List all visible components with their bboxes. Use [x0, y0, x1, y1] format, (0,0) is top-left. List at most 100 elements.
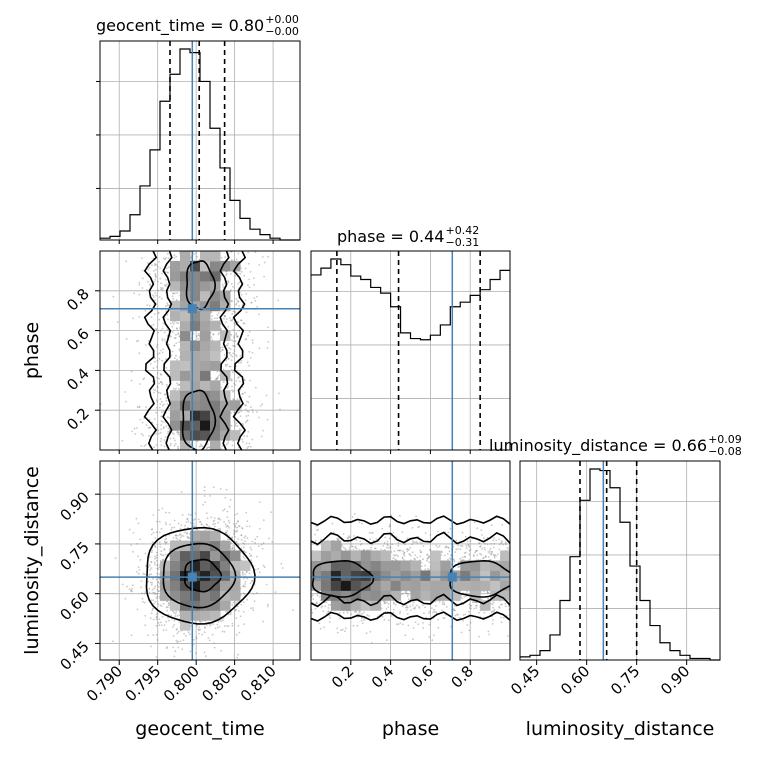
density-cell — [210, 301, 221, 311]
sample-point — [158, 261, 160, 263]
sample-point — [167, 416, 169, 418]
sample-point — [211, 339, 213, 341]
sample-point — [162, 289, 164, 291]
sample-point — [233, 335, 235, 337]
sample-point — [231, 313, 233, 315]
sample-point — [178, 535, 180, 537]
sample-point — [247, 401, 249, 403]
sample-point — [165, 512, 167, 514]
sample-point — [250, 357, 252, 359]
sample-point — [233, 523, 235, 525]
sample-point — [247, 252, 249, 254]
sample-point — [157, 426, 159, 428]
density-cell — [180, 321, 191, 331]
sample-point — [126, 586, 128, 588]
sample-point — [172, 298, 174, 300]
sample-point — [154, 389, 156, 391]
sample-point — [160, 381, 162, 383]
sample-point — [156, 555, 158, 557]
sample-point — [261, 544, 263, 546]
sample-point — [171, 527, 173, 529]
sample-point — [173, 624, 175, 626]
sample-point — [145, 444, 147, 446]
density-cell — [180, 331, 191, 341]
sample-point — [187, 527, 189, 529]
sample-point — [153, 296, 155, 298]
sample-point — [134, 428, 136, 430]
sample-point — [245, 409, 247, 411]
sample-point — [156, 407, 158, 409]
sample-point — [161, 338, 163, 340]
sample-point — [174, 440, 176, 442]
sample-point — [253, 277, 255, 279]
sample-point — [151, 562, 153, 564]
sample-point — [267, 604, 269, 606]
truth-marker — [188, 304, 197, 313]
sample-point — [149, 283, 151, 285]
sample-point — [236, 259, 238, 261]
sample-point — [231, 359, 233, 361]
sample-point — [247, 411, 249, 413]
sample-point — [162, 328, 164, 330]
sample-point — [158, 392, 160, 394]
sample-point — [190, 522, 192, 524]
sample-point — [255, 569, 257, 571]
sample-point — [176, 292, 178, 294]
sample-point — [214, 317, 216, 319]
sample-point — [162, 383, 164, 385]
sample-point — [157, 281, 159, 283]
sample-point — [233, 337, 235, 339]
sample-point — [159, 296, 161, 298]
sample-point — [241, 439, 243, 441]
sample-point — [156, 366, 158, 368]
sample-point — [230, 300, 232, 302]
sample-point — [206, 512, 208, 514]
sample-point — [165, 538, 167, 540]
sample-point — [278, 392, 280, 394]
sample-point — [242, 393, 244, 395]
density-cell — [170, 360, 181, 370]
sample-point — [243, 537, 245, 539]
sample-point — [115, 557, 117, 559]
sample-point — [156, 593, 158, 595]
sample-point — [209, 495, 211, 497]
sample-point — [139, 383, 141, 385]
sample-point — [245, 552, 247, 554]
sample-point — [143, 573, 145, 575]
sample-point — [232, 623, 234, 625]
sample-point — [165, 542, 167, 544]
sample-point — [196, 256, 198, 258]
sample-point — [138, 294, 140, 296]
sample-point — [188, 631, 190, 633]
sample-point — [216, 371, 218, 373]
histogram-step-luminosity_distance — [520, 469, 720, 660]
sample-point — [212, 523, 214, 525]
sample-point — [159, 543, 161, 545]
sample-point — [249, 380, 251, 382]
sample-point — [259, 528, 261, 530]
sample-point — [237, 654, 239, 656]
sample-point — [180, 537, 182, 539]
sample-point — [232, 329, 234, 331]
sample-point — [161, 298, 163, 300]
sample-point — [226, 364, 228, 366]
sample-point — [156, 564, 158, 566]
sample-point — [248, 263, 250, 265]
sample-point — [166, 283, 168, 285]
sample-point — [170, 445, 172, 447]
sample-point — [188, 520, 190, 522]
sample-point — [136, 518, 138, 520]
sample-point — [202, 504, 204, 506]
sample-point — [153, 389, 155, 391]
sample-point — [154, 279, 156, 281]
sample-point — [242, 574, 244, 576]
sample-point — [147, 634, 149, 636]
sample-point — [250, 607, 252, 609]
sample-point — [184, 525, 186, 527]
sample-point — [240, 355, 242, 357]
sample-point — [153, 532, 155, 534]
density-cell — [210, 321, 221, 331]
sample-point — [267, 327, 269, 329]
hist-panel-luminosity_distance — [520, 461, 720, 660]
sample-point — [164, 439, 166, 441]
